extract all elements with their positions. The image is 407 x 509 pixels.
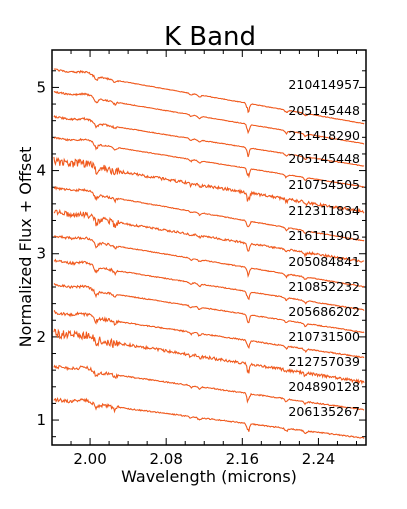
x-tick-label: 2.00 [73,450,106,468]
spectrum-line [53,234,365,288]
spectrum-label: 205145448 [288,151,360,166]
spectrum-label: 205145448 [288,103,360,118]
spectrum-label: 210414957 [288,77,360,92]
spectrum-label: 205686202 [288,304,360,319]
spectrum-line [53,396,365,439]
spectrum-label: 204890128 [288,379,360,394]
y-tick-label: 1 [36,411,46,429]
spectrum-label: 206135267 [288,404,360,419]
x-tick-label: 2.24 [302,450,335,468]
x-tick-label: 2.08 [149,450,182,468]
spectrum-label: 205084841 [288,254,360,269]
y-tick-label: 4 [36,162,46,180]
spectra-group: 210414957 205145448 211418290 205145448 2107… [53,68,365,439]
spectrum-label: 216111905 [288,228,360,243]
plot-frame [51,49,367,446]
chart-title: K Band [164,22,256,52]
x-tick-label: 2.16 [226,450,259,468]
spectrum-line [53,258,365,311]
y-tick-label: 3 [36,245,46,263]
spectrum-label: 212757039 [288,354,360,369]
spectrum-line [53,136,365,188]
y-tick-label: 5 [36,78,46,96]
spectrum-line [53,328,365,385]
spectrum-line [53,68,365,125]
spectrum-line [53,156,365,214]
spectrum-line [53,208,365,263]
spectrum-label: 210852232 [288,279,360,294]
x-axis-label: Wavelength (microns) [121,467,297,486]
y-tick-label: 2 [36,328,46,346]
y-axis-label: Normalized Flux + Offset [16,147,35,348]
spectrum-label: 211418290 [288,128,360,143]
spectrum-line [53,185,365,242]
spectrum-label: 212311834 [288,203,360,218]
spectrum-line [53,364,365,411]
spectrum-line [53,283,365,334]
spectrum-label: 210754505 [288,177,360,192]
spectrum-line [53,90,365,145]
spectrum-line [53,309,365,359]
spectrum-line [53,114,365,167]
spectrum-label: 210731500 [288,329,360,344]
